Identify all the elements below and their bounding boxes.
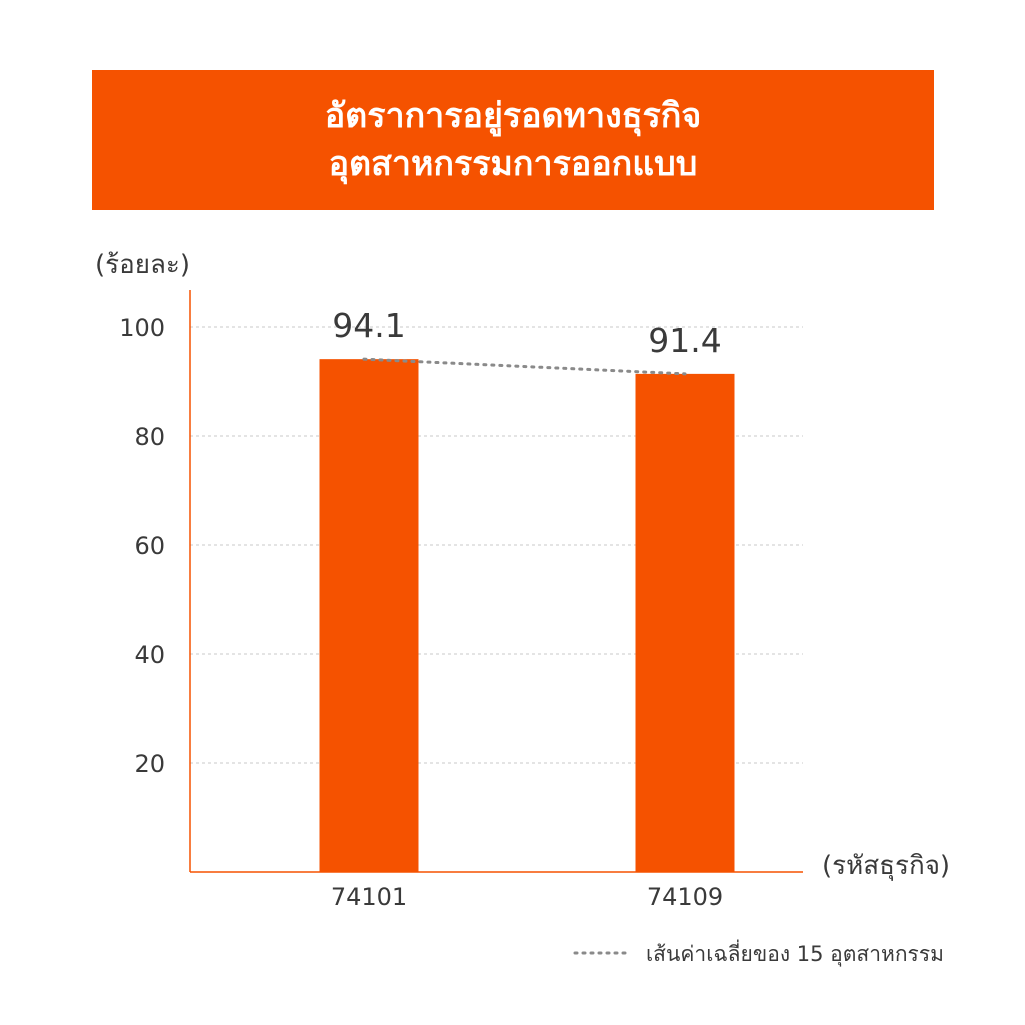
data-label-74109: 91.4 [648,321,721,360]
y-tick-label-100: 100 [119,314,165,342]
y-tick-label-60: 60 [134,532,165,560]
data-label-74101: 94.1 [332,306,405,345]
legend-average-label: เส้นค่าเฉลี่ยของ 15 อุตสาหกรรม [646,939,944,967]
x-tick-labels: 74101 74109 [331,883,723,911]
chart-title-banner: อัตราการอยู่รอดทางธุรกิจ อุตสาหกรรมการออ… [92,70,934,210]
bar-74101 [319,359,419,872]
chart-title-line-2: อุตสาหกรรมการออกแบบ [328,144,698,184]
data-labels: 94.1 91.4 [332,306,721,360]
legend: เส้นค่าเฉลี่ยของ 15 อุตสาหกรรม [573,939,944,967]
x-tick-label-74101: 74101 [331,883,407,911]
y-axis-unit-label: (ร้อยละ) [95,250,190,280]
average-dotted-line [362,357,687,376]
y-tick-label-20: 20 [134,750,165,778]
y-tick-label-40: 40 [134,641,165,669]
y-tick-labels: 20 40 60 80 100 [119,314,165,778]
x-axis-unit-label: (รหัสธุรกิจ) [822,851,950,881]
bar-74109 [635,373,735,872]
chart-title-line-1: อัตราการอยู่รอดทางธุรกิจ [324,96,702,136]
x-tick-label-74109: 74109 [647,883,723,911]
average-line [362,357,687,376]
bars [319,359,735,872]
y-tick-label-80: 80 [134,423,165,451]
